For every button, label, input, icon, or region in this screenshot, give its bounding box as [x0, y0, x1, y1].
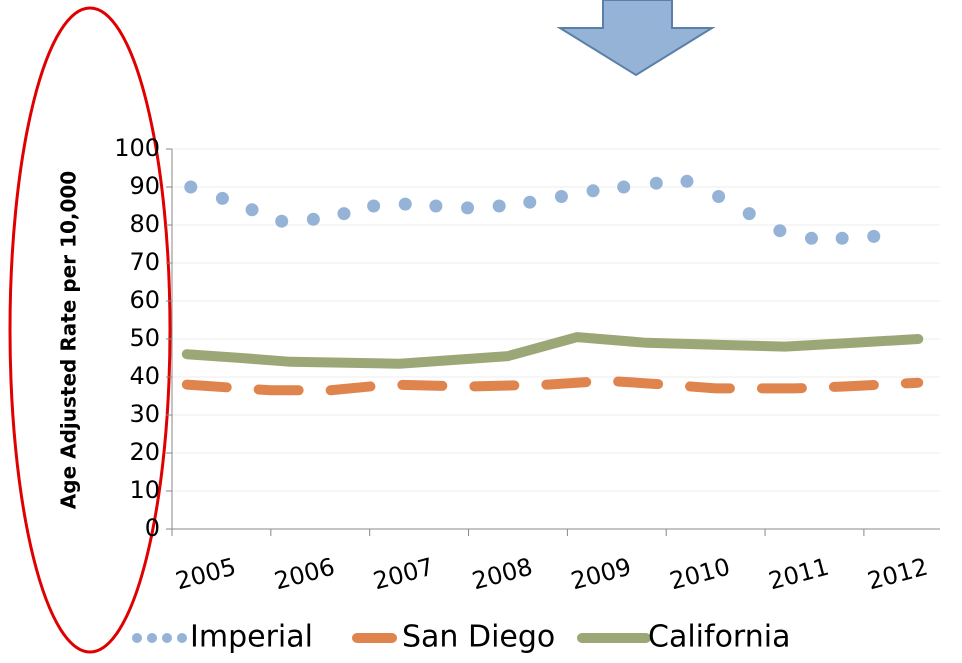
legend-label: California [648, 620, 790, 655]
y-tick-label: 80 [129, 210, 160, 238]
y-tick-label: 100 [114, 134, 160, 162]
y-tick-label: 20 [129, 438, 160, 466]
down-arrow [556, 0, 716, 77]
data-point [215, 191, 229, 205]
data-line [181, 375, 924, 396]
data-point [805, 231, 819, 245]
y-tick-label: 0 [145, 514, 160, 542]
data-point [184, 180, 198, 194]
x-tick-label: 2006 [271, 553, 337, 596]
highlight-ellipse [8, 6, 172, 654]
y-tick-label: 70 [129, 248, 160, 276]
data-point [586, 184, 600, 198]
x-tick-label: 2009 [568, 553, 634, 596]
y-tick-label: 40 [129, 362, 160, 390]
legend-label: San Diego [402, 620, 555, 655]
data-line [181, 332, 924, 369]
x-tick-label: 2011 [766, 553, 832, 596]
y-tick-label: 10 [129, 476, 160, 504]
x-tick-label: 2005 [173, 553, 239, 596]
data-point [461, 201, 475, 215]
x-tick-label: 2008 [469, 553, 535, 596]
data-point [617, 180, 631, 194]
data-point [649, 176, 663, 190]
data-point [337, 207, 351, 221]
data-point [367, 199, 381, 213]
data-point [492, 199, 506, 213]
data-point [429, 199, 443, 213]
x-tick-label: 2007 [370, 553, 436, 596]
y-tick-label: 90 [129, 172, 160, 200]
data-point [523, 195, 537, 209]
data-point [712, 190, 726, 203]
y-tick-label: 30 [129, 400, 160, 428]
data-point [742, 207, 756, 221]
data-point [835, 231, 849, 245]
data-point [245, 203, 259, 217]
x-tick-label: 2010 [667, 553, 733, 596]
legend-marker [177, 633, 187, 643]
data-point [554, 190, 568, 203]
legend-marker [147, 633, 157, 643]
y-tick-label: 60 [129, 286, 160, 314]
legend-marker [162, 633, 172, 643]
data-point [306, 212, 320, 226]
x-tick-label: 2012 [865, 553, 931, 596]
data-point [398, 197, 412, 211]
data-point [773, 224, 787, 238]
data-point [275, 214, 289, 228]
y-tick-label: 50 [129, 324, 160, 352]
legend-marker [132, 633, 142, 643]
data-point [867, 229, 881, 243]
y-axis-label: Age Adjusted Rate per 10,000 [57, 171, 81, 509]
legend-label: Imperial [190, 620, 313, 655]
data-point [680, 174, 694, 188]
